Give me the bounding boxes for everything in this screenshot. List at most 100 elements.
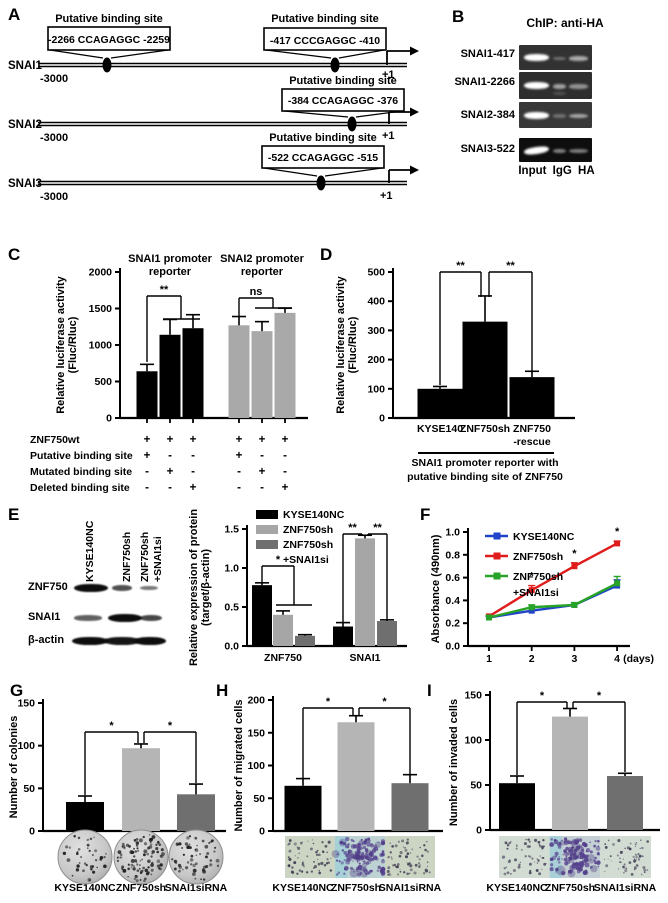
y-tick-label: 0.2 — [445, 618, 460, 630]
cell-dot — [426, 861, 429, 863]
colony-dot — [159, 854, 163, 858]
panel-label-a: A — [8, 5, 21, 24]
cell-dot — [395, 865, 397, 868]
colony-dot — [86, 839, 88, 841]
matrix-value: + — [236, 450, 243, 462]
cell-dot — [352, 860, 354, 862]
matrix-value: - — [168, 450, 172, 462]
cell-blob — [567, 869, 576, 878]
y-tick-label: 400 — [367, 296, 385, 308]
gel-band — [553, 148, 566, 154]
cell-dot — [300, 870, 304, 873]
binding-site-marker — [330, 57, 340, 73]
gel-strip — [519, 45, 592, 70]
matrix-value: + — [282, 482, 289, 494]
callout-line — [265, 49, 332, 59]
colony-dot — [135, 879, 139, 883]
sig-label: ** — [506, 260, 515, 272]
cell-dot — [349, 866, 353, 870]
wb-band — [72, 636, 108, 646]
cell-dot — [318, 853, 321, 856]
cell-dot — [326, 851, 329, 854]
binding-site-box — [47, 26, 171, 51]
cell-dot — [622, 858, 624, 860]
cell-blob — [349, 868, 359, 878]
label-line: (Fluc/Rluc) — [67, 316, 79, 373]
panel-c-chart: 0 500 1000 1500 2000 Relative luciferase acti… — [30, 253, 308, 494]
matrix-value: + — [144, 434, 151, 446]
panel-i-chart: 0 50 100 150 Number of invaded cells * * KYSE14… — [448, 690, 660, 894]
cell-dot — [573, 849, 578, 853]
cell-dot — [611, 860, 613, 862]
gel-band — [569, 148, 588, 154]
cell-dot — [352, 868, 354, 870]
cell-dot — [545, 862, 547, 865]
colony-dot — [204, 865, 207, 868]
cell-dot — [576, 840, 579, 843]
bar — [499, 783, 535, 830]
colony-dot — [93, 836, 95, 839]
cell-dot — [418, 865, 421, 869]
position-label: -3000 — [40, 191, 68, 203]
colony-dot — [173, 867, 177, 871]
cell-dot — [399, 868, 401, 870]
cell-dot — [310, 847, 313, 851]
gel-band — [569, 113, 588, 119]
colony-dot — [155, 847, 159, 851]
colony-dot — [134, 850, 138, 853]
colony-dot — [213, 850, 216, 853]
cell-dot — [343, 859, 346, 862]
colony-dot — [178, 842, 182, 846]
colony-dot — [173, 859, 178, 864]
cell-dot — [582, 852, 585, 855]
panel-e-chart: 0.0 0.5 1.0 1.5 Relative expression of prote… — [188, 509, 407, 666]
cell-dot — [535, 869, 539, 872]
colony-dot — [188, 843, 191, 846]
y-tick-label: 100 — [247, 760, 265, 772]
cell-dot — [529, 862, 532, 866]
panel-label-d: D — [320, 245, 333, 264]
colony-dot — [130, 867, 132, 869]
category-label: ZNF750sh — [116, 882, 166, 894]
colony-dot — [190, 854, 194, 858]
colony-dot — [139, 871, 143, 875]
cell-dot — [399, 870, 402, 873]
callout-line — [263, 167, 318, 177]
cell-dot — [534, 861, 536, 863]
cell-dot — [388, 873, 392, 876]
panel-a-diagram: SNAI1 -3000 +1 Putative binding site -22… — [8, 13, 419, 203]
colony-dot — [68, 846, 72, 849]
colony-dot — [135, 874, 137, 877]
group-title: SNAI1 promoter reporter — [128, 253, 212, 278]
cell-dot — [607, 858, 609, 860]
cell-dot — [609, 855, 612, 858]
cell-blob — [364, 849, 373, 858]
y-tick-label: 1.5 — [224, 524, 239, 536]
cell-dot — [550, 838, 553, 841]
cell-dot — [566, 859, 571, 864]
category-label: KYSE140NC — [486, 882, 548, 894]
cell-dot — [408, 872, 411, 875]
colony-dot — [127, 867, 130, 871]
y-tick-label: 0 — [106, 413, 112, 425]
cell-dot — [313, 860, 315, 863]
cell-dot — [637, 858, 641, 861]
gene-label: SNAI2 — [8, 119, 42, 131]
cell-dot — [297, 857, 299, 859]
cell-dot — [525, 838, 527, 841]
panel-label-b: B — [452, 7, 465, 26]
legend-swatch — [256, 510, 278, 519]
colony-dot — [66, 858, 71, 863]
cell-dot — [320, 861, 324, 865]
cell-dot — [361, 847, 364, 850]
cell-dot — [583, 871, 587, 875]
cell-dot — [624, 869, 628, 873]
cell-dot — [366, 851, 368, 854]
category-label: KYSE140 — [417, 423, 463, 435]
colony-dot — [150, 868, 154, 872]
cell-dot — [349, 858, 352, 861]
colony-dot — [192, 868, 197, 873]
callout-line — [283, 110, 349, 118]
cell-dot — [584, 854, 587, 856]
